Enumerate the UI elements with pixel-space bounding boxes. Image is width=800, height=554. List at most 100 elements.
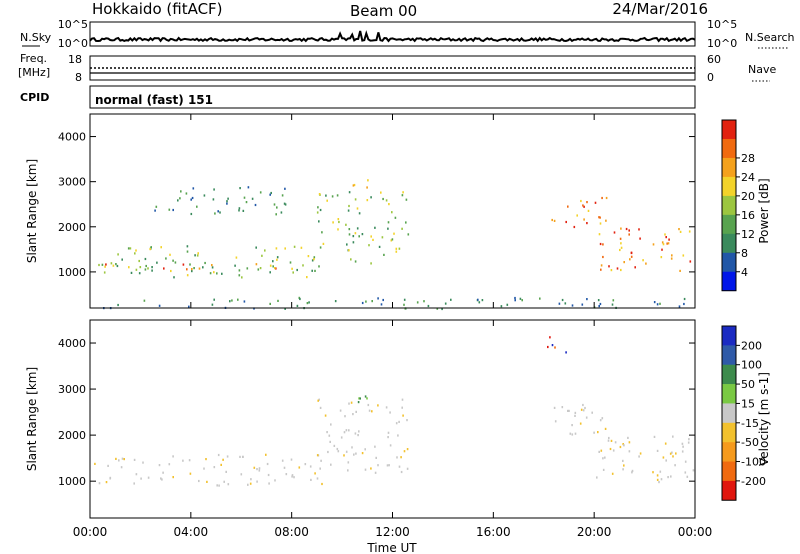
velocity-echo-cell	[574, 411, 577, 414]
velocity-echo-cell	[223, 480, 225, 483]
power-echo-cell	[402, 191, 404, 194]
power-echo-cell	[251, 197, 254, 200]
velocity-echo-cell	[172, 455, 174, 458]
velocity-echo-cell	[607, 439, 610, 442]
power-echo-cell	[229, 300, 231, 303]
velocity-echo-cell	[582, 403, 584, 407]
power-echo-cell	[308, 301, 310, 304]
velocity-echo-cell	[351, 446, 353, 449]
velocity-echo-cell	[599, 419, 602, 422]
power-echo-cell	[682, 254, 685, 257]
velocity-echo-cell	[631, 471, 633, 474]
velocity-echo-cell	[568, 409, 570, 412]
colorbar-tick-label: 200	[741, 339, 762, 352]
power-echo-cell	[117, 253, 119, 256]
station-title: Hokkaido (fitACF)	[92, 0, 223, 18]
power-echo-cell	[104, 265, 106, 268]
velocity-echo-cell	[324, 414, 327, 417]
velocity-echo-cell	[258, 467, 261, 470]
velocity-echo-cell	[593, 431, 595, 434]
power-echo-cell	[331, 195, 334, 198]
y-tick-label: 2000	[58, 221, 86, 234]
power-echo-cell	[127, 247, 130, 250]
power-echo-cell	[259, 267, 262, 270]
velocity-echo-cell	[348, 402, 350, 405]
velocity-echo-cell	[551, 344, 554, 347]
velocity-echo-cell	[316, 477, 319, 480]
power-colorbar-label: Power [dB]	[757, 178, 771, 243]
power-echo-cell	[689, 260, 692, 263]
power-echo-cell	[231, 299, 233, 302]
power-echo-cell	[147, 267, 149, 270]
power-echo-cell	[318, 265, 320, 268]
power-echo-cell	[238, 209, 240, 212]
power-echo-cell	[599, 302, 602, 306]
power-y-ticks: 1000 2000 3000 4000	[58, 131, 695, 279]
velocity-echo-cell	[670, 475, 672, 478]
power-echo-cell	[553, 219, 556, 222]
power-echo-cell	[337, 228, 339, 231]
power-echo-cell	[391, 238, 394, 241]
power-echo-cell	[395, 247, 398, 250]
power-echo-cell	[135, 268, 138, 271]
power-echo-cell	[144, 257, 147, 261]
power-echo-cell	[264, 249, 266, 252]
power-echo-cell	[346, 243, 348, 246]
velocity-echo-cell	[358, 397, 360, 400]
power-echo-cell	[602, 255, 604, 259]
power-echo-cell	[276, 258, 278, 261]
velocity-echo-cell	[330, 423, 332, 426]
velocity-echo-cell	[182, 459, 184, 462]
velocity-echo-cell	[158, 464, 161, 467]
power-echo-cell	[348, 191, 351, 194]
power-echo-cell	[347, 209, 350, 212]
velocity-echo-cell	[656, 478, 659, 481]
velocity-echo-cell	[614, 441, 617, 444]
velocity-echo-cell	[628, 441, 631, 444]
power-echo-cell	[352, 241, 355, 244]
power-echo-cell	[598, 216, 600, 219]
power-echo-cell	[571, 304, 574, 307]
power-echo-cell	[586, 222, 588, 225]
power-echo-cell	[551, 218, 553, 222]
power-echo-cell	[238, 274, 241, 277]
power-echo-cell	[601, 196, 603, 200]
velocity-echo-cell	[206, 480, 208, 483]
power-echo-cell	[370, 235, 372, 238]
velocity-echo-cell	[256, 468, 258, 471]
colorbar-tick-label: 20	[741, 190, 755, 203]
y-tick-label: 1000	[58, 266, 86, 279]
velocity-echo-cell	[377, 464, 379, 467]
power-echo-cell	[620, 242, 622, 245]
power-echo-cell	[217, 210, 219, 213]
x-tick-label: 00:00	[73, 525, 108, 539]
velocity-echo-cell	[387, 436, 389, 439]
colorbar-tick-label: 15	[741, 397, 755, 410]
power-echo-cell	[214, 212, 216, 215]
freq-label-1: Freq.	[20, 52, 47, 65]
power-echo-cell	[154, 209, 156, 212]
power-echo-cell	[625, 227, 628, 231]
power-echo-cell	[436, 307, 439, 310]
power-echo-cell	[212, 198, 215, 201]
power-echo-cell	[314, 269, 316, 272]
power-echo-cell	[274, 267, 276, 270]
power-echo-cell	[238, 207, 241, 210]
power-echo-cell	[587, 209, 590, 212]
power-echo-cell	[115, 263, 117, 266]
power-echo-cell	[678, 228, 680, 231]
power-echo-cell	[247, 186, 250, 189]
power-echo-cell	[645, 262, 647, 265]
power-echo-cell	[605, 196, 608, 200]
colorbar-segment	[722, 195, 736, 216]
velocity-echo-cell	[240, 473, 243, 476]
power-frame	[89, 113, 696, 309]
velocity-echo-cell	[258, 469, 261, 472]
velocity-echo-cell	[600, 449, 603, 452]
power-echo-cell	[299, 297, 301, 301]
cpid-label: CPID	[20, 91, 49, 104]
power-echo-cell	[356, 227, 359, 230]
power-echo-cell	[441, 307, 443, 311]
power-echo-cell	[599, 222, 602, 225]
velocity-echo-cell	[549, 336, 551, 339]
